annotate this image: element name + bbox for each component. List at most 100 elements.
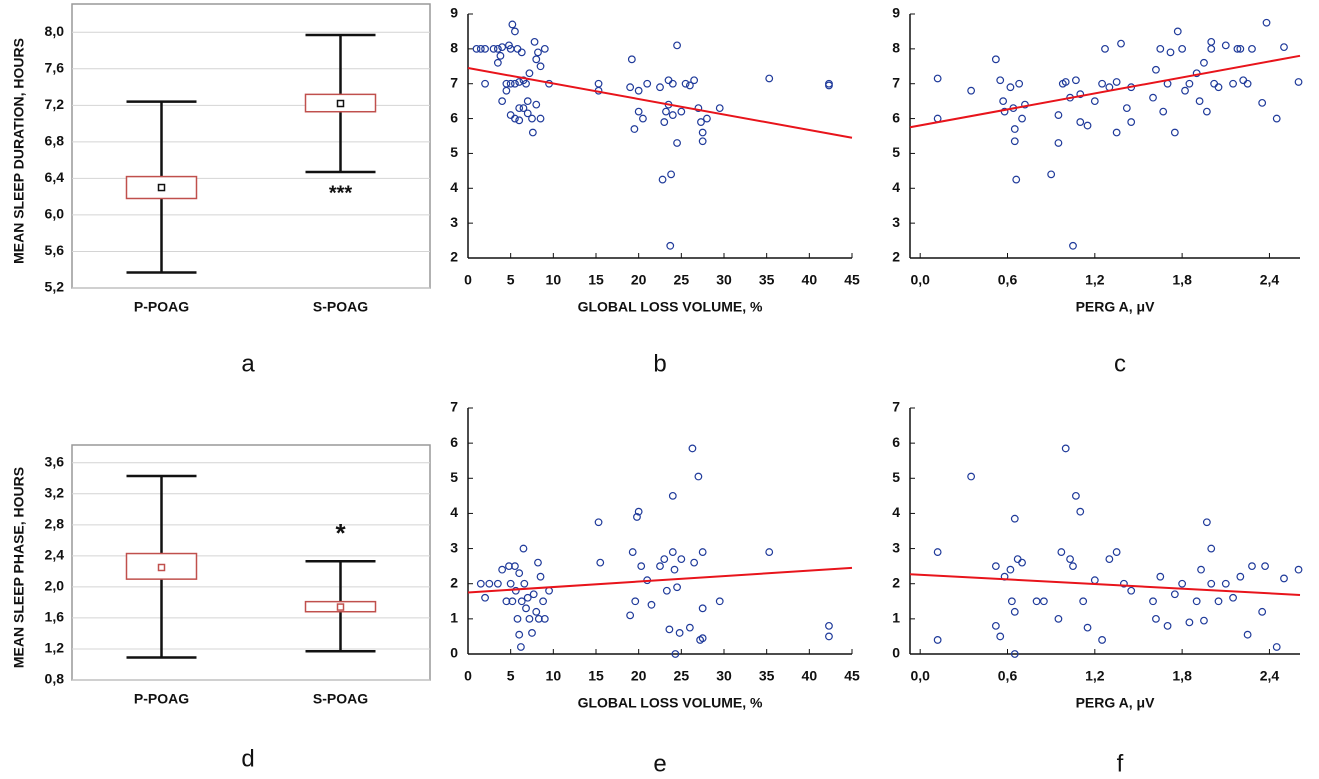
y-tick-label: 5,2 xyxy=(45,279,65,295)
data-point xyxy=(502,86,511,95)
data-point xyxy=(685,81,694,90)
data-point xyxy=(1185,618,1194,627)
x-tick-label: 0,6 xyxy=(998,272,1018,288)
data-point xyxy=(523,593,532,602)
data-point xyxy=(493,579,502,588)
data-point xyxy=(656,562,664,571)
x-tick-label: P-POAG xyxy=(134,299,189,315)
data-point xyxy=(476,44,485,53)
data-point xyxy=(529,590,538,599)
x-axis-title: PERG A, μV xyxy=(1076,695,1156,711)
data-point xyxy=(662,586,671,595)
y-tick-label: 3,2 xyxy=(45,484,65,500)
y-tick-label: 0,8 xyxy=(45,671,65,687)
data-point xyxy=(675,629,684,637)
data-point xyxy=(1207,544,1216,553)
data-point xyxy=(1010,650,1019,658)
x-tick-label: 0,0 xyxy=(910,272,930,288)
y-tick-label: 2 xyxy=(892,574,900,590)
y-tick-label: 4 xyxy=(892,179,900,195)
data-point xyxy=(1210,79,1219,88)
data-point xyxy=(660,555,669,564)
y-tick-label: 5,6 xyxy=(45,242,65,258)
data-point xyxy=(1159,107,1168,116)
data-point xyxy=(505,562,513,571)
data-point xyxy=(662,107,670,116)
y-tick-label: 9 xyxy=(450,5,458,21)
data-point xyxy=(522,604,530,613)
x-tick-label: P-POAG xyxy=(134,691,189,707)
regression-line xyxy=(467,67,853,139)
data-point xyxy=(1229,79,1237,88)
data-point xyxy=(698,128,707,137)
data-point xyxy=(1221,41,1230,50)
y-tick-label: 6 xyxy=(892,109,900,125)
x-tick-label: 1,2 xyxy=(1085,668,1105,684)
y-tick-label: 6,8 xyxy=(45,133,65,149)
data-point xyxy=(1173,27,1182,36)
y-tick-label: 7 xyxy=(892,399,900,415)
data-point xyxy=(1207,579,1216,588)
data-point xyxy=(1006,83,1015,92)
data-point xyxy=(677,107,686,116)
y-tick-label: 7 xyxy=(450,399,458,415)
data-point xyxy=(1010,137,1019,146)
regression-line xyxy=(909,54,1301,129)
y-tick-label: 1,2 xyxy=(45,640,65,656)
data-point xyxy=(525,614,534,623)
data-point xyxy=(670,565,679,574)
data-point xyxy=(765,74,774,83)
data-point xyxy=(511,562,519,571)
x-tick-label: 15 xyxy=(588,272,604,288)
data-point xyxy=(1066,555,1074,564)
data-point xyxy=(1112,78,1121,86)
plot-frame xyxy=(71,444,431,681)
data-point xyxy=(634,507,643,516)
data-point xyxy=(536,572,545,581)
data-point xyxy=(631,597,640,606)
data-point xyxy=(522,79,530,88)
data-point xyxy=(506,111,515,119)
data-point xyxy=(703,114,711,123)
data-point xyxy=(525,69,534,78)
data-point xyxy=(1280,574,1288,583)
data-point xyxy=(933,636,942,644)
data-point xyxy=(673,41,681,50)
data-point xyxy=(1178,579,1187,588)
data-point xyxy=(1122,104,1131,113)
data-point xyxy=(677,555,686,564)
data-point xyxy=(627,55,636,64)
data-point xyxy=(1163,621,1172,630)
data-point xyxy=(1152,65,1160,74)
data-point xyxy=(658,175,667,184)
y-tick-label: 7,2 xyxy=(45,96,65,112)
y-tick-label: 4 xyxy=(892,504,900,520)
mean-marker xyxy=(336,603,345,611)
data-point xyxy=(1170,590,1179,599)
data-point xyxy=(967,472,976,481)
data-point xyxy=(515,630,524,639)
data-point xyxy=(1061,78,1070,86)
x-tick-label: 5 xyxy=(507,272,515,288)
data-point xyxy=(715,597,724,606)
y-tick-label: 1 xyxy=(450,610,458,626)
mean-marker xyxy=(336,99,345,108)
data-point xyxy=(668,491,677,500)
data-point xyxy=(1248,44,1256,53)
y-tick-label: 7 xyxy=(892,74,900,90)
data-point xyxy=(515,78,524,86)
data-point xyxy=(1185,79,1194,88)
data-point xyxy=(660,118,669,126)
data-point xyxy=(1010,125,1019,133)
data-point xyxy=(1090,576,1099,585)
data-point xyxy=(532,55,541,64)
y-tick-label: 3 xyxy=(892,214,900,230)
data-point xyxy=(498,43,507,52)
data-point xyxy=(481,44,489,53)
data-point xyxy=(594,79,603,88)
data-point xyxy=(1200,58,1208,67)
data-point xyxy=(1166,48,1175,57)
data-point xyxy=(1258,607,1267,616)
panel-label: b xyxy=(653,350,666,377)
data-point xyxy=(1071,76,1080,85)
